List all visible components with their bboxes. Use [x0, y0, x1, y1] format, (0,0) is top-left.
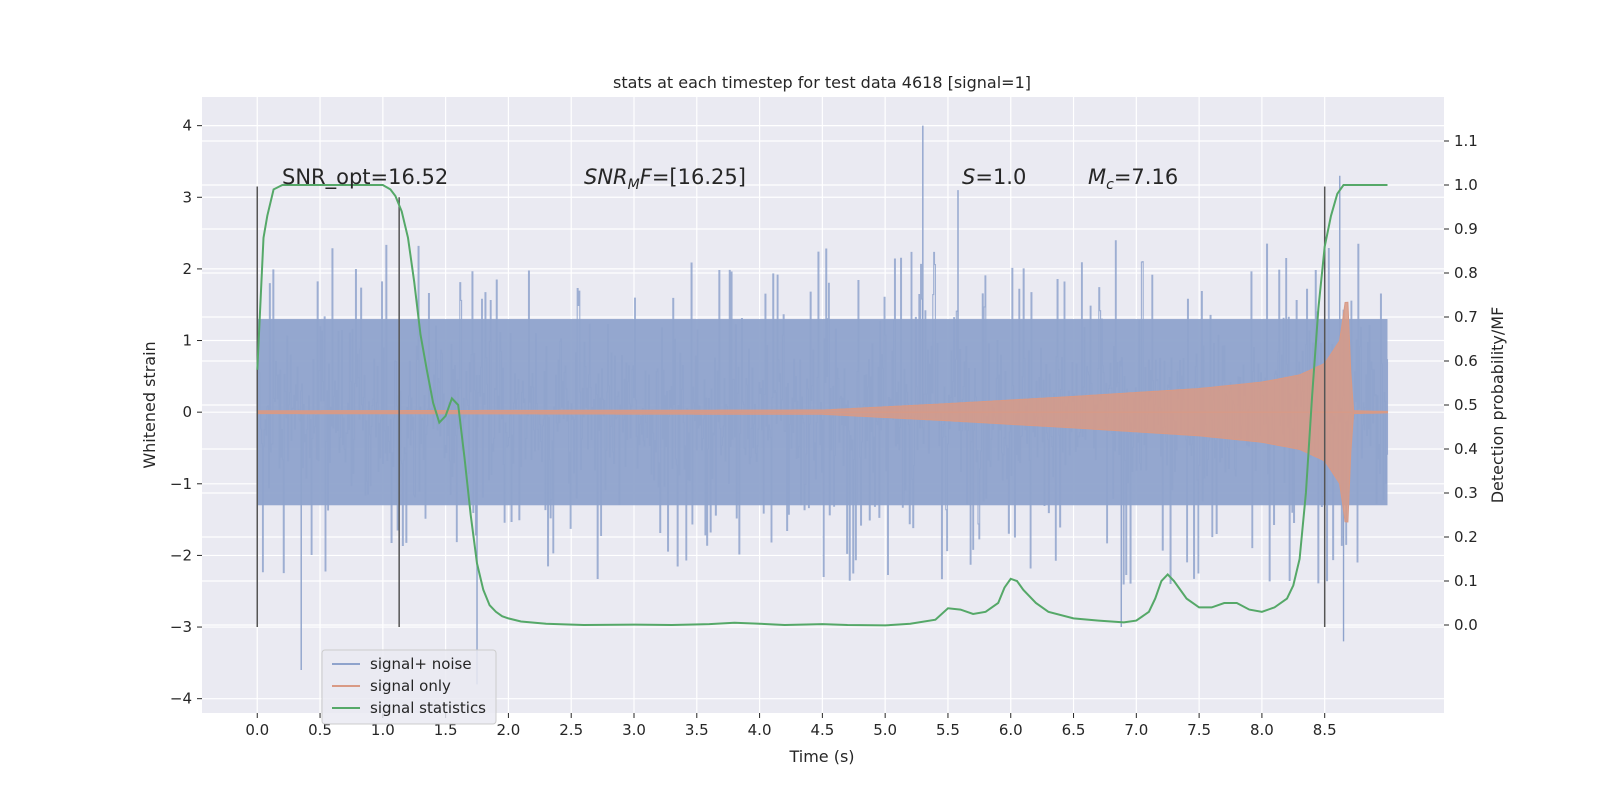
x-tick-label: 1.0	[371, 721, 395, 739]
statistics-line	[256, 184, 1388, 627]
series-signal-statistics	[256, 184, 1388, 627]
vertical-markers	[256, 186, 1326, 628]
x-axis-label: Time (s)	[788, 747, 854, 766]
annotation-snr-mf: SNRMF=[16.25]	[584, 165, 746, 193]
right-y-tick-label: 0.9	[1454, 220, 1478, 238]
legend-label-signal-statistics: signal statistics	[370, 699, 486, 717]
left-y-tick-label: 3	[182, 188, 192, 206]
right-y-tick-label: 0.4	[1454, 440, 1478, 458]
x-tick-label: 3.5	[685, 721, 709, 739]
right-y-tick-label: 1.1	[1454, 132, 1478, 150]
x-tick-label: 1.5	[434, 721, 458, 739]
x-tick-label: 5.5	[936, 721, 960, 739]
left-y-tick-label: 1	[182, 332, 192, 350]
x-tick-label: 8.0	[1250, 721, 1274, 739]
left-y-tick-label: −3	[170, 618, 192, 636]
left-y-axis-ticks: −4 −3 −2 −1 0 1 2 3 4	[170, 117, 202, 708]
x-tick-label: 0.0	[245, 721, 269, 739]
x-tick-label: 4.5	[810, 721, 834, 739]
right-y-tick-label: 0.2	[1454, 528, 1478, 546]
x-tick-label: 4.0	[748, 721, 772, 739]
right-y-tick-label: 1.0	[1454, 176, 1478, 194]
x-tick-label: 8.5	[1313, 721, 1337, 739]
legend-box	[321, 649, 497, 725]
legend-label-signal-only: signal only	[370, 677, 451, 695]
annotation-s: S=1.0	[962, 165, 1026, 189]
chart-title: stats at each timestep for test data 461…	[613, 73, 1031, 92]
left-y-tick-label: −2	[170, 546, 192, 564]
right-y-axis-label: Detection probability/MF	[1488, 307, 1507, 504]
right-y-tick-label: 0.5	[1454, 396, 1478, 414]
x-tick-label: 6.5	[1062, 721, 1086, 739]
right-y-tick-label: 0.0	[1454, 616, 1478, 634]
annotation-mc: Mc=7.16	[1088, 165, 1178, 193]
left-y-tick-label: 0	[182, 403, 192, 421]
series-signal-only	[256, 301, 1388, 523]
right-y-tick-label: 0.3	[1454, 484, 1478, 502]
right-y-tick-label: 0.1	[1454, 572, 1478, 590]
legend-label-signal-noise: signal+ noise	[370, 655, 472, 673]
x-tick-label: 6.0	[999, 721, 1023, 739]
right-y-tick-label: 0.8	[1454, 264, 1478, 282]
x-tick-label: 2.5	[559, 721, 583, 739]
x-tick-label: 0.5	[308, 721, 332, 739]
x-axis-ticks: 0.0 0.5 1.0 1.5 2.0 2.5 3.0 3.5 4.0 4.5 5.0 5.5 6.0 6…	[245, 713, 1337, 739]
left-y-tick-label: 2	[182, 260, 192, 278]
annotation-snr-opt: SNR_opt=16.52	[282, 165, 448, 190]
right-y-axis-ticks: 0.0 0.1 0.2 0.3 0.4 0.5 0.6 0.7 0.8 0.9 1.0 1.1	[1444, 132, 1478, 634]
x-tick-label: 7.0	[1124, 721, 1148, 739]
x-tick-label: 2.0	[496, 721, 520, 739]
right-y-tick-label: 0.7	[1454, 308, 1478, 326]
right-y-tick-label: 0.6	[1454, 352, 1478, 370]
legend: signal+ noise signal only signal statist…	[321, 649, 497, 725]
left-y-tick-label: −4	[170, 690, 192, 708]
left-y-axis-label: Whitened strain	[140, 341, 159, 468]
x-tick-label: 3.0	[622, 721, 646, 739]
x-tick-label: 5.0	[873, 721, 897, 739]
left-y-tick-label: 4	[182, 117, 192, 135]
x-tick-label: 7.5	[1187, 721, 1211, 739]
left-y-tick-label: −1	[170, 475, 192, 493]
